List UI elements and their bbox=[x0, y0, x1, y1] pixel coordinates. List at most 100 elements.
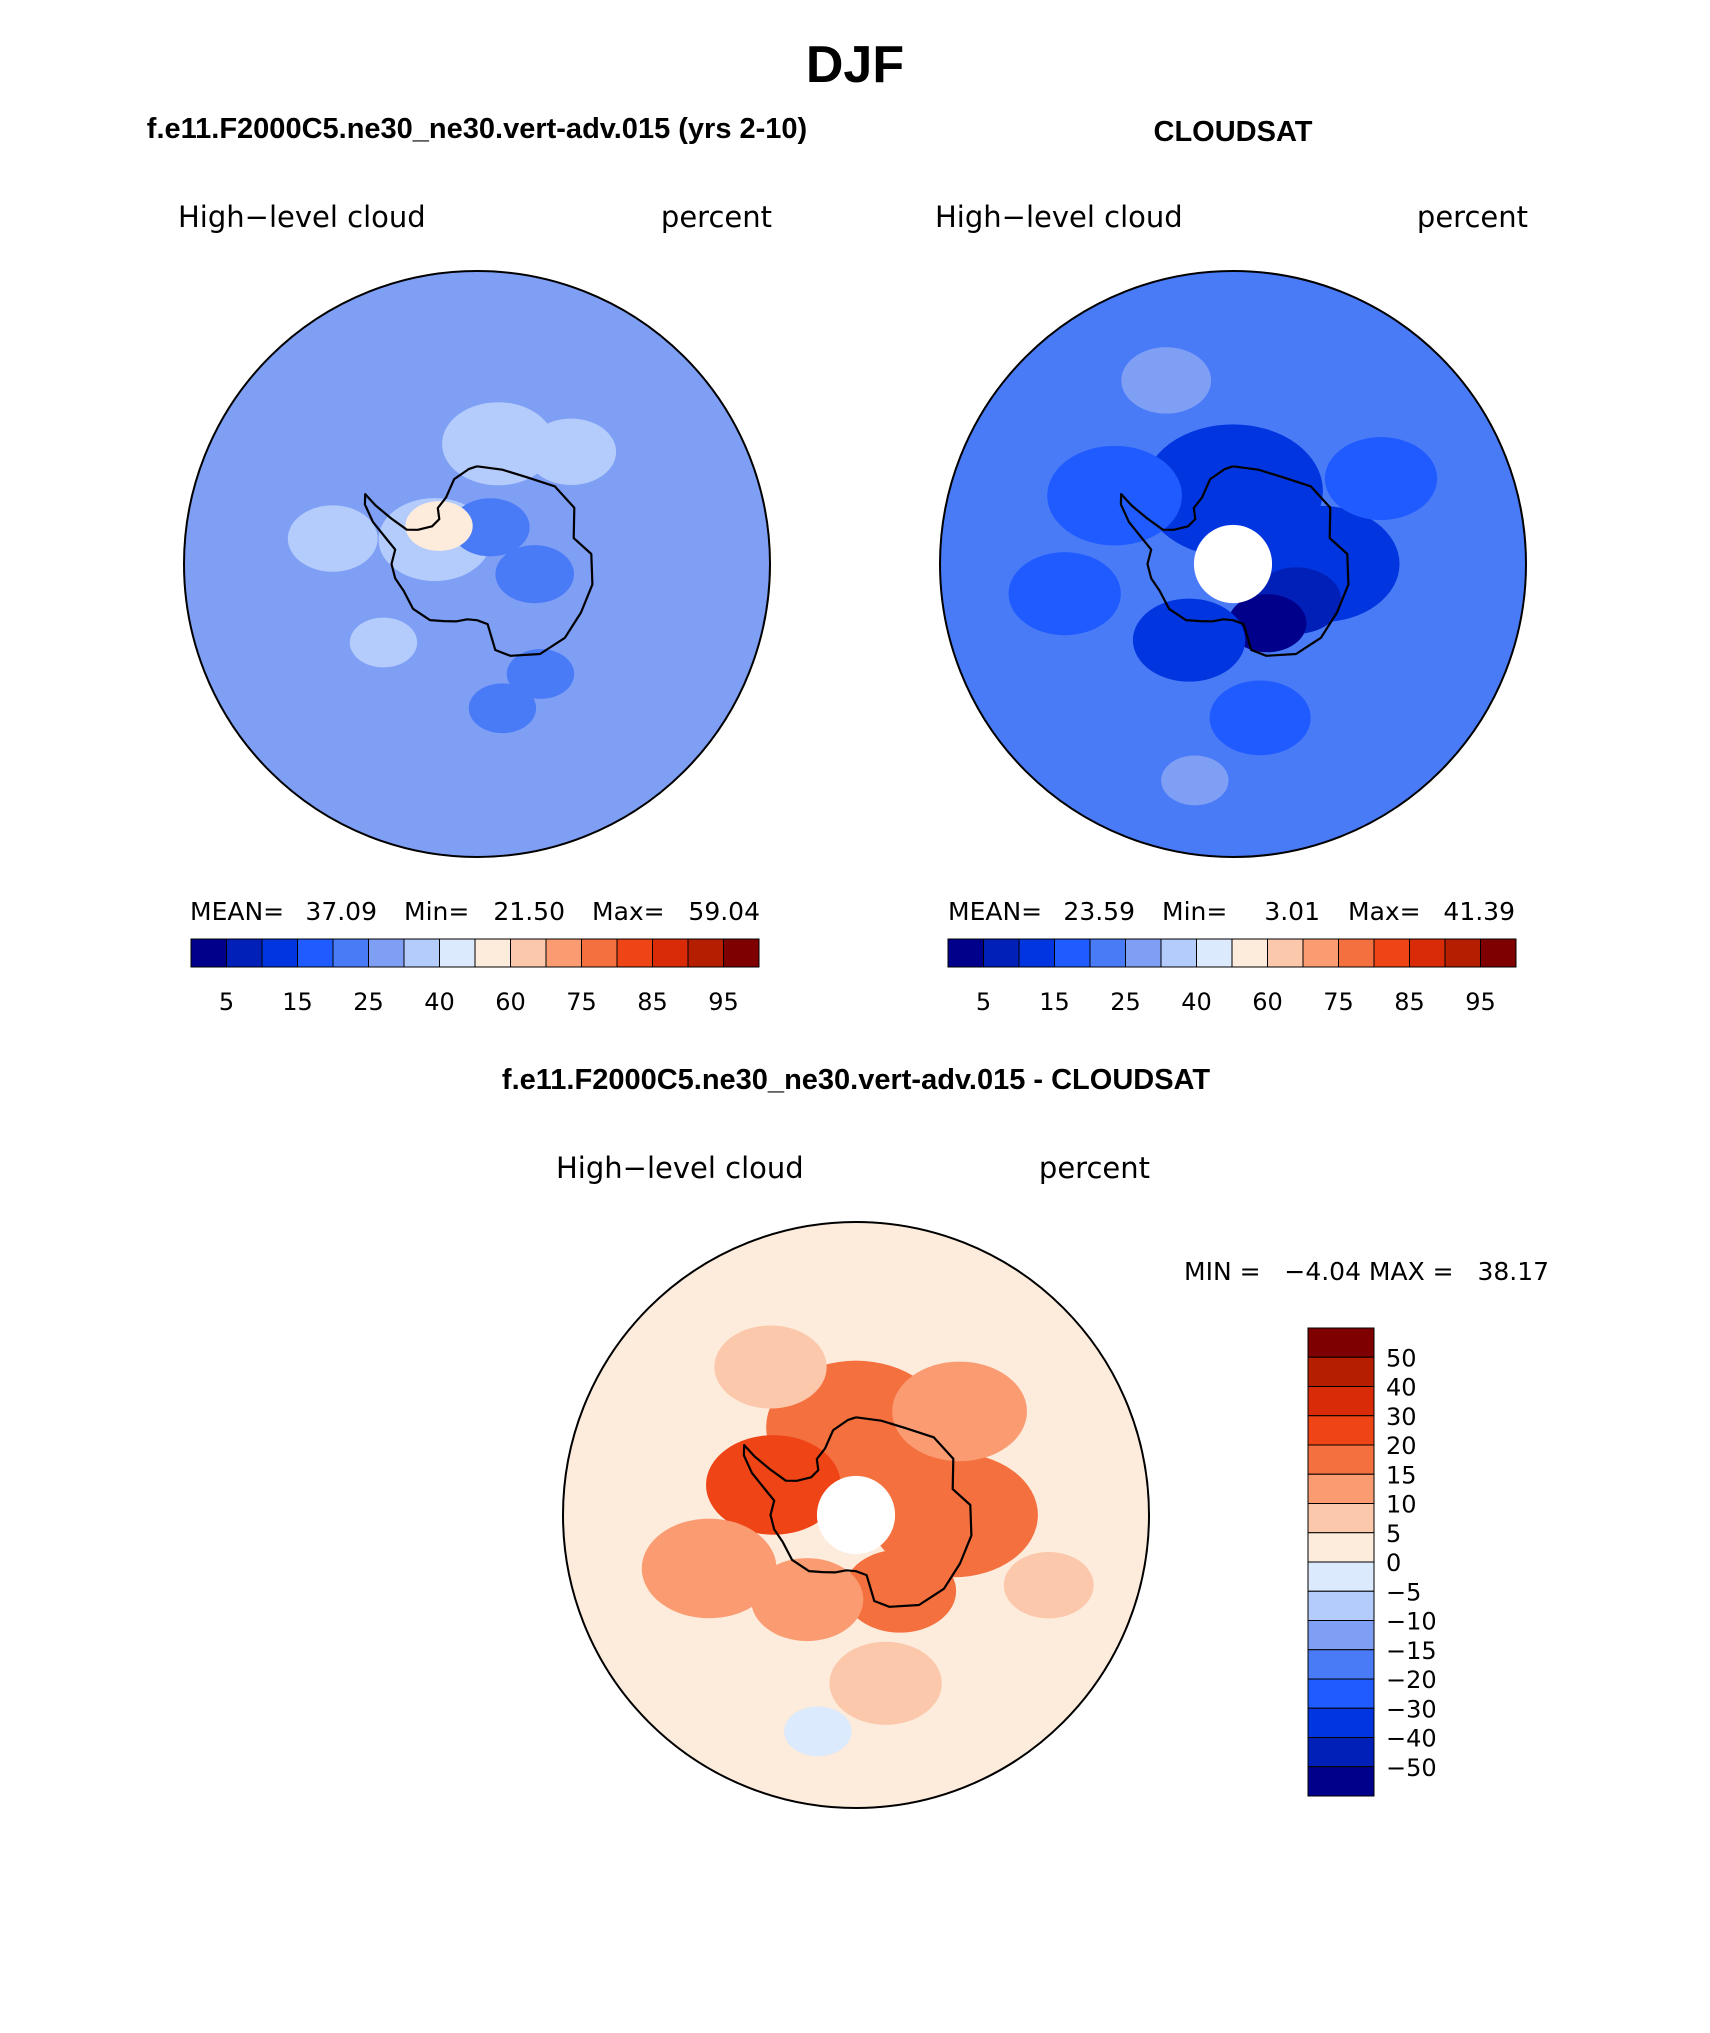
model-map bbox=[183, 270, 771, 858]
colorbar-box bbox=[1018, 938, 1055, 968]
colorbar-tick-label: −5 bbox=[1386, 1578, 1421, 1606]
figure-title: DJF bbox=[806, 36, 904, 94]
colorbar-box bbox=[1307, 1620, 1375, 1651]
colorbar-box bbox=[545, 938, 582, 968]
field-patch bbox=[468, 683, 537, 734]
colorbar-box bbox=[1373, 938, 1410, 968]
colorbar-box bbox=[1307, 1590, 1375, 1621]
colorbar-tick-label: 15 bbox=[1039, 988, 1070, 1016]
colorbar-tick-label: 40 bbox=[1181, 988, 1212, 1016]
colorbar-box bbox=[687, 938, 724, 968]
field-patch bbox=[287, 505, 378, 572]
field-patch bbox=[1008, 552, 1121, 636]
colorbar-tick-label: 25 bbox=[1110, 988, 1141, 1016]
model-max-label: Max= bbox=[592, 897, 665, 926]
colorbar-box bbox=[332, 938, 369, 968]
colorbar-box bbox=[1307, 1473, 1375, 1504]
difference-units-label: percent bbox=[1039, 1151, 1150, 1185]
model-header: f.e11.F2000C5.ne30_ne30.vert-adv.015 (yr… bbox=[147, 113, 807, 145]
colorbar-box bbox=[1307, 1678, 1375, 1709]
colorbar-tick-label: 15 bbox=[282, 988, 313, 1016]
field-patch bbox=[1003, 1551, 1094, 1619]
colorbar-box bbox=[1307, 1766, 1375, 1797]
obs-mean-label: MEAN= bbox=[948, 897, 1042, 926]
difference-map-boundary bbox=[562, 1221, 1150, 1809]
colorbar-tick-label: 40 bbox=[1386, 1374, 1417, 1402]
colorbar-box bbox=[1307, 1444, 1375, 1475]
antarctica-coastline bbox=[742, 1416, 973, 1608]
field-patch bbox=[349, 617, 418, 668]
colorbar-tick-label: −10 bbox=[1386, 1608, 1437, 1636]
colorbar-tick-label: 85 bbox=[1394, 988, 1425, 1016]
field-patch bbox=[784, 1706, 852, 1757]
colorbar-tick-label: −30 bbox=[1386, 1695, 1437, 1723]
difference-header: f.e11.F2000C5.ne30_ne30.vert-adv.015 - C… bbox=[502, 1064, 1210, 1096]
colorbar-box bbox=[581, 938, 618, 968]
field-patch bbox=[451, 498, 530, 557]
antarctica-coastline bbox=[363, 465, 594, 657]
obs-units-label: percent bbox=[1417, 200, 1528, 234]
antarctica-coastline bbox=[1119, 465, 1350, 657]
model-coastline bbox=[363, 465, 594, 657]
colorbar-box bbox=[226, 938, 263, 968]
model-min-value: 21.50 bbox=[493, 897, 565, 926]
colorbar-tick-label: 15 bbox=[1386, 1461, 1417, 1489]
colorbar-tick-label: −50 bbox=[1386, 1754, 1437, 1782]
colorbar-box bbox=[1302, 938, 1339, 968]
obs-coastline bbox=[1119, 465, 1350, 657]
model-variable-label: High−level cloud bbox=[178, 200, 426, 234]
colorbar-box bbox=[1267, 938, 1304, 968]
colorbar-tick-label: 40 bbox=[424, 988, 455, 1016]
field-patch bbox=[1132, 598, 1246, 682]
model-colorbar: 5 15 25 40 60 75 85 95 bbox=[190, 938, 760, 1016]
colorbar-box bbox=[1125, 938, 1162, 968]
field-patch bbox=[526, 418, 617, 485]
model-units-label: percent bbox=[661, 200, 772, 234]
difference-variable-label: High−level cloud bbox=[556, 1151, 804, 1185]
field-patch bbox=[751, 1558, 864, 1642]
colorbar-box bbox=[1089, 938, 1126, 968]
field-patch bbox=[706, 1435, 841, 1535]
obs-max-value: 41.39 bbox=[1443, 897, 1515, 926]
field-patch bbox=[829, 1641, 942, 1725]
field-patch bbox=[869, 1452, 1038, 1578]
field-patch bbox=[442, 402, 555, 486]
colorbar-box bbox=[510, 938, 547, 968]
colorbar-box bbox=[261, 938, 298, 968]
colorbar-box bbox=[1231, 938, 1268, 968]
colorbar-tick-label: −40 bbox=[1386, 1725, 1437, 1753]
missing-data-hole bbox=[816, 1475, 896, 1555]
colorbar-box bbox=[983, 938, 1020, 968]
obs-header: CLOUDSAT bbox=[1154, 116, 1313, 148]
field-patch bbox=[405, 501, 473, 551]
field-patch bbox=[843, 1549, 957, 1633]
difference-minmax: MIN = −4.04 MAX = 38.17 bbox=[1184, 1257, 1549, 1286]
colorbar-tick-label: 75 bbox=[1323, 988, 1354, 1016]
colorbar-box bbox=[1444, 938, 1481, 968]
colorbar-tick-label: 5 bbox=[219, 988, 234, 1016]
colorbar-tick-label: 95 bbox=[708, 988, 739, 1016]
obs-map-boundary bbox=[939, 270, 1527, 858]
colorbar-tick-label: 75 bbox=[566, 988, 597, 1016]
colorbar-tick-label: 60 bbox=[495, 988, 526, 1016]
colorbar-tick-label: 5 bbox=[1386, 1520, 1401, 1548]
field-patch bbox=[714, 1325, 827, 1409]
colorbar-box bbox=[403, 938, 440, 968]
colorbar-box bbox=[1409, 938, 1446, 968]
obs-mean-value: 23.59 bbox=[1063, 897, 1135, 926]
colorbar-box bbox=[474, 938, 511, 968]
colorbar-tick-label: 95 bbox=[1465, 988, 1496, 1016]
obs-colorbar: 5 15 25 40 60 75 85 95 bbox=[947, 938, 1517, 1016]
colorbar-box bbox=[723, 938, 760, 968]
colorbar-tick-label: −15 bbox=[1386, 1637, 1437, 1665]
colorbar-box bbox=[1054, 938, 1091, 968]
field-patch bbox=[506, 649, 575, 699]
field-patch bbox=[1209, 680, 1311, 756]
model-max-value: 59.04 bbox=[688, 897, 760, 926]
colorbar-tick-label: −20 bbox=[1386, 1666, 1437, 1694]
model-min-label: Min= bbox=[404, 897, 469, 926]
obs-min-label: Min= bbox=[1162, 897, 1227, 926]
field-patch bbox=[1047, 445, 1182, 546]
colorbar-tick-label: 60 bbox=[1252, 988, 1283, 1016]
